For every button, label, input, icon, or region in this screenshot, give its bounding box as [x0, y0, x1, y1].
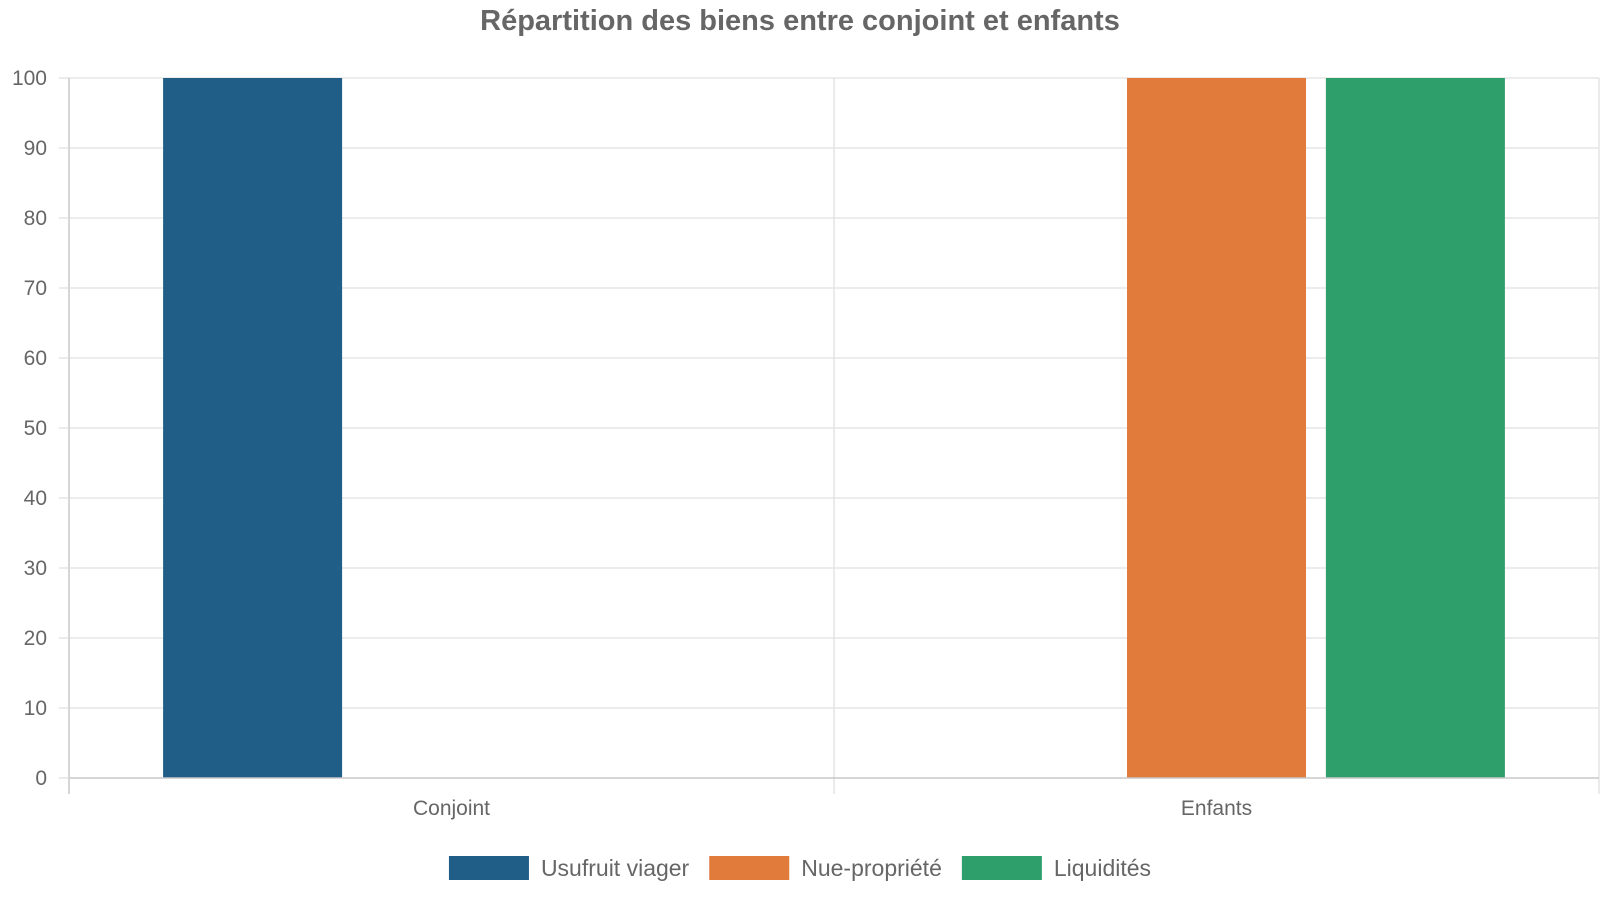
legend-label: Usufruit viager	[541, 855, 690, 881]
x-category-label: Enfants	[1181, 797, 1252, 820]
bar-usufruit-viager-conjoint[interactable]	[163, 78, 343, 778]
legend-label: Nue-propriété	[801, 855, 942, 881]
y-tick-label: 20	[24, 627, 47, 650]
y-tick-label: 90	[24, 137, 47, 160]
y-tick-label: 80	[24, 207, 47, 230]
y-tick-label: 30	[24, 557, 47, 580]
legend[interactable]: Usufruit viager Nue-propriété Liquidités	[448, 855, 1151, 881]
legend-swatch	[961, 856, 1042, 880]
y-tick-label: 50	[24, 417, 47, 440]
legend-item[interactable]: Nue-propriété	[709, 855, 942, 881]
y-tick-label: 0	[35, 767, 47, 790]
bar-liquidit-s-enfants[interactable]	[1325, 78, 1505, 778]
y-tick-label: 40	[24, 487, 47, 510]
legend-label: Liquidités	[1054, 855, 1151, 881]
bars	[163, 78, 1505, 778]
y-tick-label: 70	[24, 277, 47, 300]
y-tick-label: 100	[12, 67, 47, 90]
y-tick-label: 10	[24, 697, 47, 720]
legend-swatch	[709, 856, 790, 880]
chart-title: Répartition des biens entre conjoint et …	[480, 5, 1120, 37]
legend-item[interactable]: Usufruit viager	[448, 855, 690, 881]
bar-nue-propri-t--enfants[interactable]	[1126, 78, 1307, 778]
legend-swatch	[448, 856, 529, 880]
axes: 0 10 20 30 40 50 60 70 80 90 100 Conjoint Enfants	[12, 67, 1599, 820]
legend-item[interactable]: Liquidités	[961, 855, 1151, 881]
x-category-label: Conjoint	[413, 797, 490, 820]
y-tick-label: 60	[24, 347, 47, 370]
